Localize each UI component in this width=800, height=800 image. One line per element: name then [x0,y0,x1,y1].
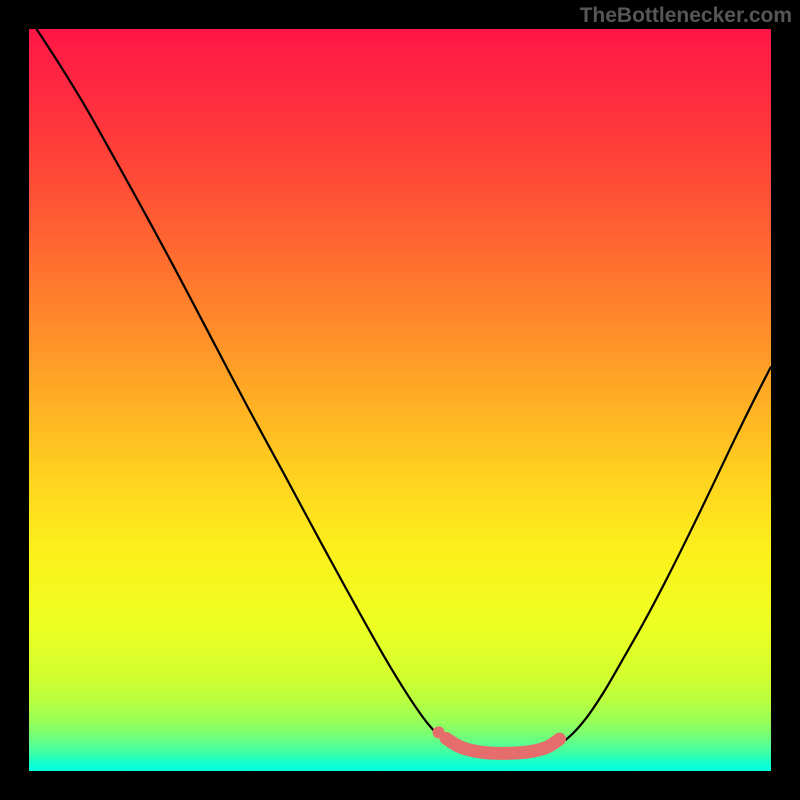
marker-dot-icon [433,726,445,738]
chart-gradient-background [29,29,771,771]
bottleneck-chart [0,0,800,800]
watermark-text: TheBottlenecker.com [580,4,792,28]
chart-container: TheBottlenecker.com [0,0,800,800]
